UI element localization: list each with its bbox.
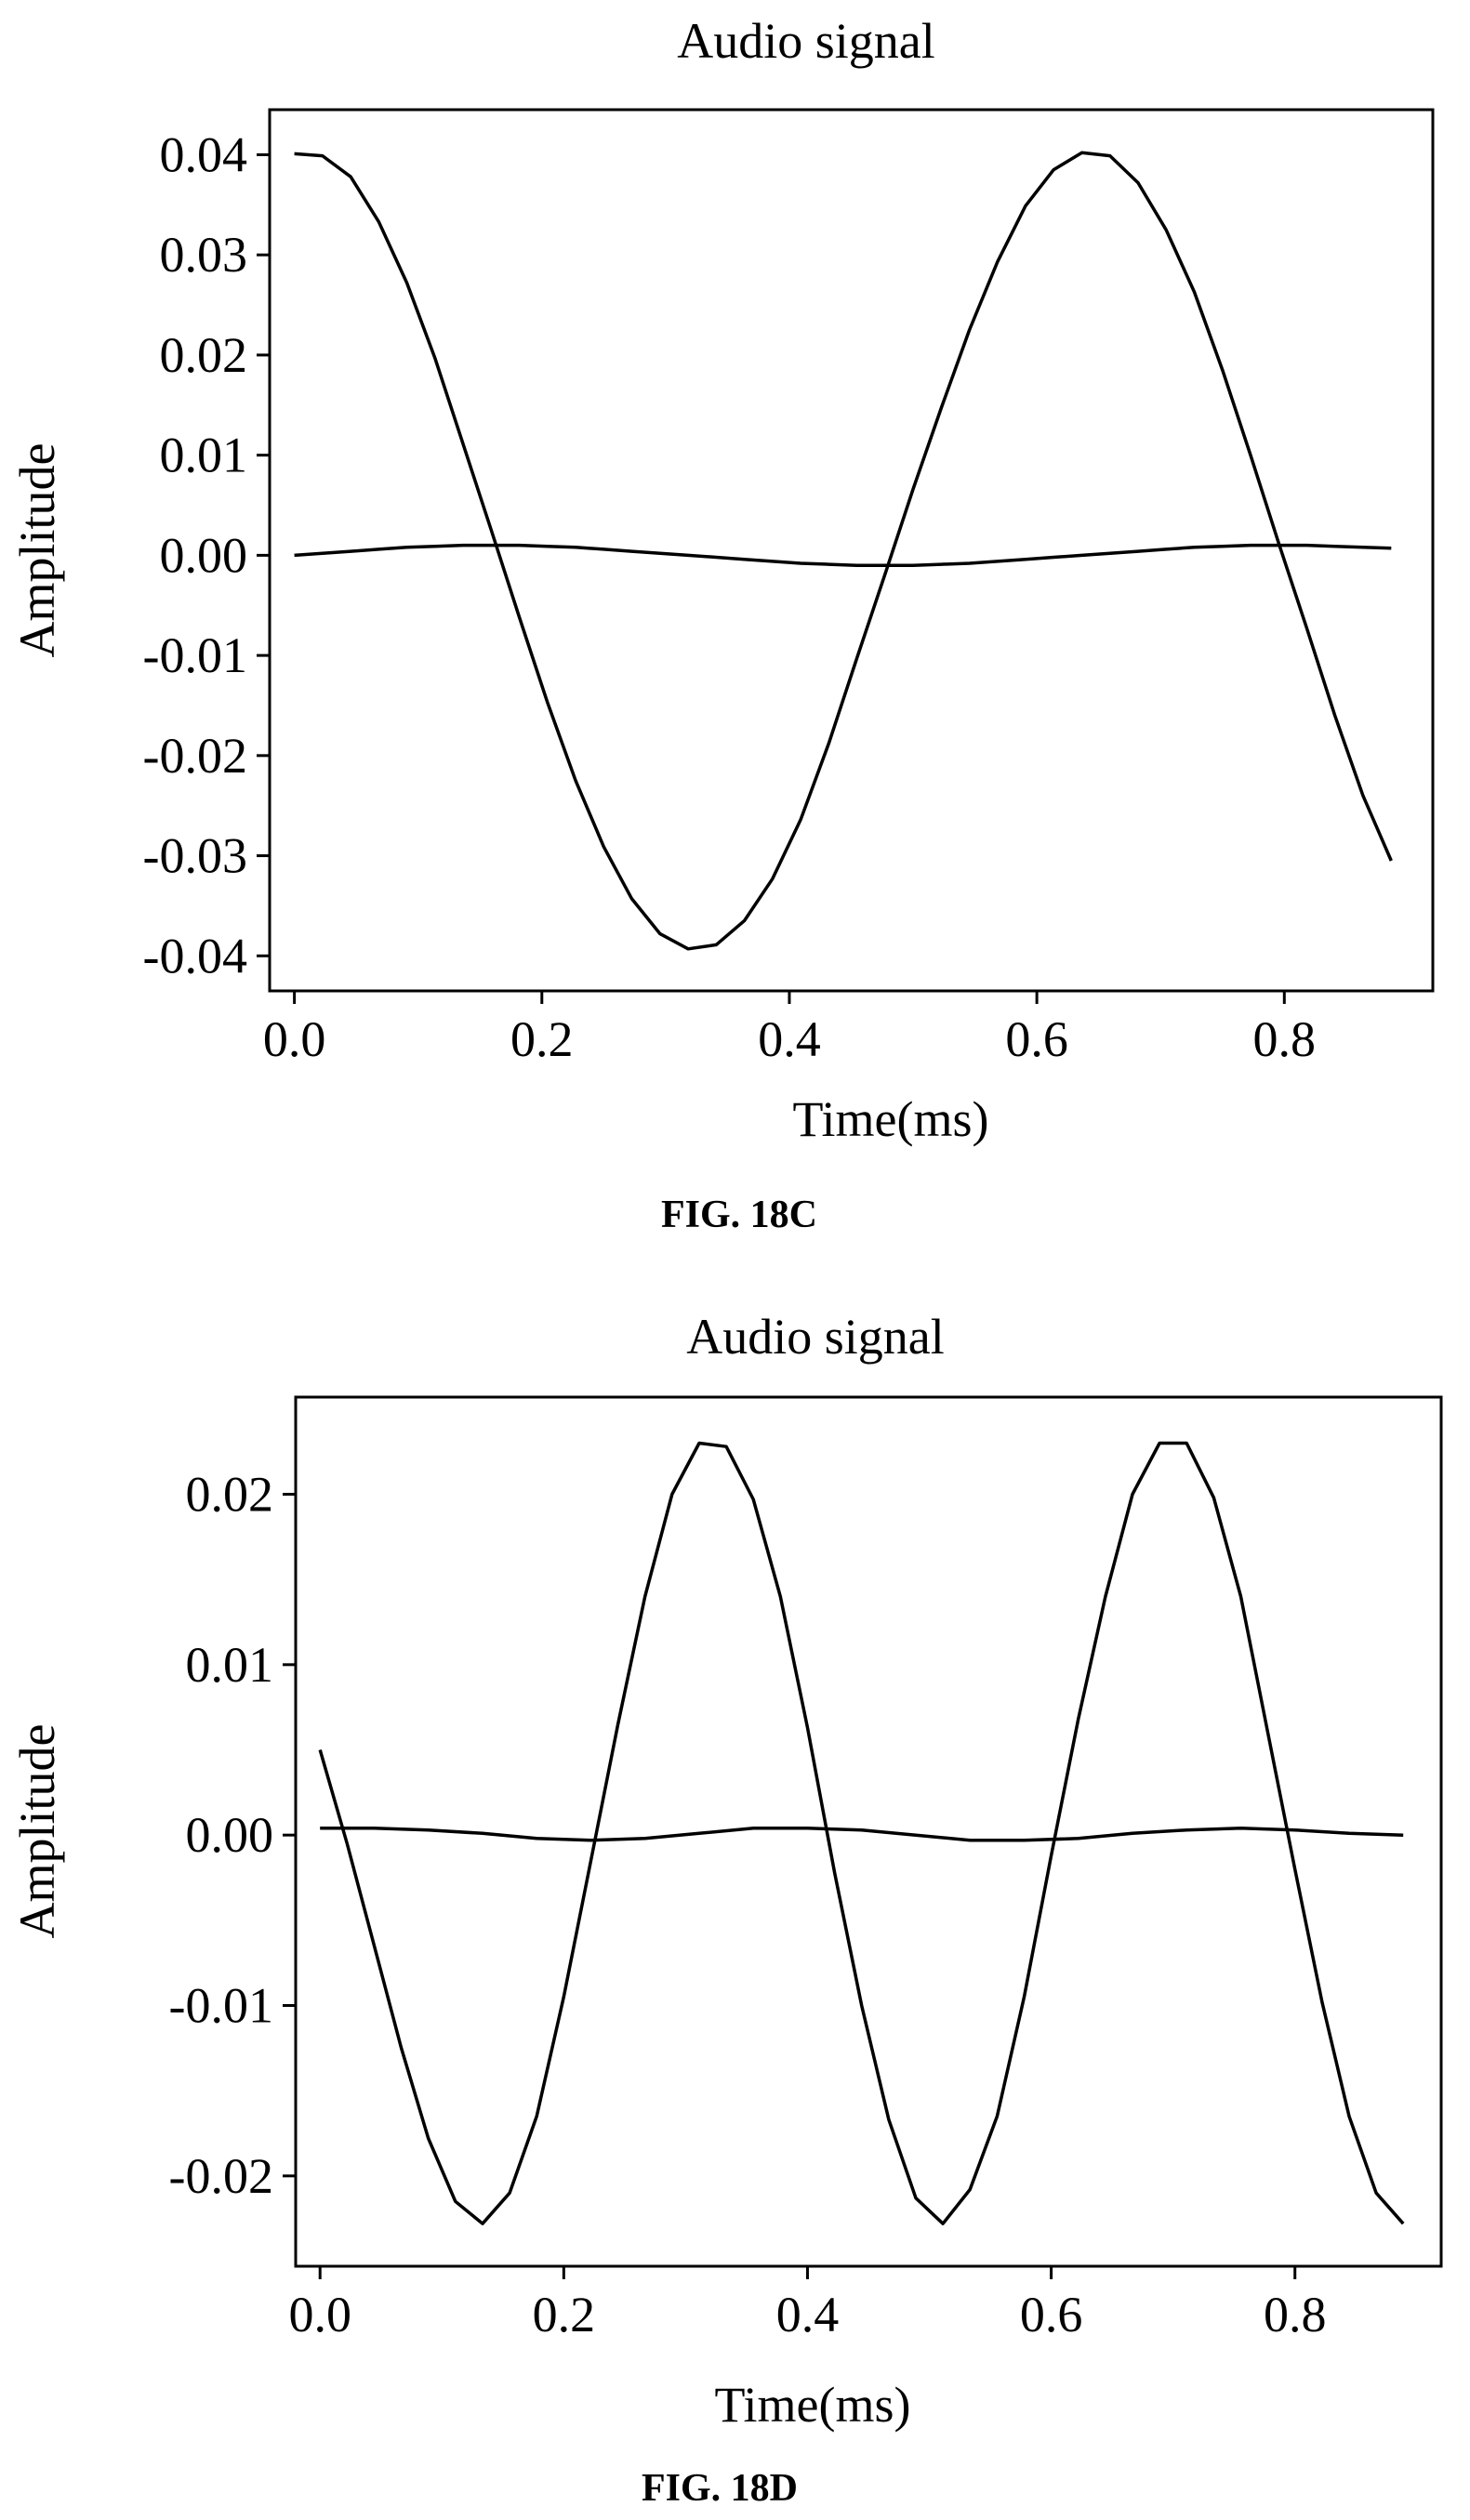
x-tick-label: 0.0 bbox=[263, 1011, 326, 1067]
figure-caption: FIG. 18C bbox=[661, 1194, 817, 1236]
x-axis-label: Time(ms) bbox=[792, 1091, 988, 1147]
x-axis: 0.0 0.2 0.4 0.6 0.8 bbox=[263, 991, 1316, 1067]
y-tick-label: -0.03 bbox=[143, 828, 247, 884]
x-tick-label: 0.2 bbox=[533, 2287, 596, 2342]
y-tick-label: -0.02 bbox=[143, 728, 247, 784]
x-tick-label: 0.6 bbox=[1005, 1011, 1068, 1067]
series-line-1 bbox=[320, 1827, 1404, 1842]
series-line-1 bbox=[294, 543, 1392, 567]
y-tick-label: 0.02 bbox=[160, 327, 248, 383]
y-tick-label: -0.01 bbox=[169, 1978, 273, 2034]
x-tick-label: 0.0 bbox=[288, 2287, 351, 2342]
x-tick-label: 0.4 bbox=[758, 1011, 821, 1067]
y-tick-label: 0.00 bbox=[160, 527, 248, 583]
x-axis: 0.0 0.2 0.4 0.6 0.8 bbox=[288, 2266, 1326, 2342]
chart-title: Audio signal bbox=[677, 13, 935, 69]
x-tick-label: 0.6 bbox=[1020, 2287, 1083, 2342]
series-line-0 bbox=[294, 151, 1393, 951]
y-axis: 0.02 0.01 0.00 -0.01 -0.02 bbox=[169, 1467, 296, 2204]
x-tick-label: 0.2 bbox=[510, 1011, 574, 1067]
plot-lines bbox=[294, 151, 1393, 951]
y-tick-label: 0.01 bbox=[186, 1637, 274, 1693]
plot-frame bbox=[294, 1395, 1443, 2268]
chart-18d: Audio signal 0.020.010.00-0.01-0.02 0.0 0… bbox=[9, 1309, 1443, 2510]
plot-frame bbox=[268, 108, 1435, 993]
figure-caption: FIG. 18D bbox=[642, 2467, 798, 2510]
x-tick-label: 0.8 bbox=[1264, 2287, 1327, 2342]
chart-18c: Audio signal 0.04 0.03 0.02 0.01 0.00 -0.01 -0… bbox=[9, 13, 1435, 1236]
chart-title: Audio signal bbox=[686, 1309, 945, 1365]
y-tick-label: -0.02 bbox=[169, 2148, 273, 2204]
y-axis-label: Amplitude bbox=[9, 443, 65, 658]
y-tick-label: 0.00 bbox=[186, 1807, 274, 1863]
x-tick-label: 0.8 bbox=[1253, 1011, 1317, 1067]
y-tick-label: -0.04 bbox=[143, 928, 247, 983]
y-tick-label: 0.03 bbox=[160, 227, 248, 283]
y-tick-label: 0.02 bbox=[186, 1467, 274, 1523]
x-tick-label: 0.4 bbox=[776, 2287, 840, 2342]
y-axis-label: Amplitude bbox=[9, 1724, 65, 1939]
series-line-0 bbox=[318, 1441, 1405, 2225]
y-axis: 0.04 0.03 0.02 0.01 0.00 -0.01 -0.02 -0.03 -0.04 bbox=[143, 126, 270, 983]
x-axis-label: Time(ms) bbox=[714, 2377, 910, 2433]
y-tick-label: -0.01 bbox=[143, 627, 247, 683]
plot-lines bbox=[318, 1441, 1405, 2225]
y-tick-label: 0.04 bbox=[160, 126, 248, 182]
y-tick-label: 0.01 bbox=[160, 428, 248, 483]
